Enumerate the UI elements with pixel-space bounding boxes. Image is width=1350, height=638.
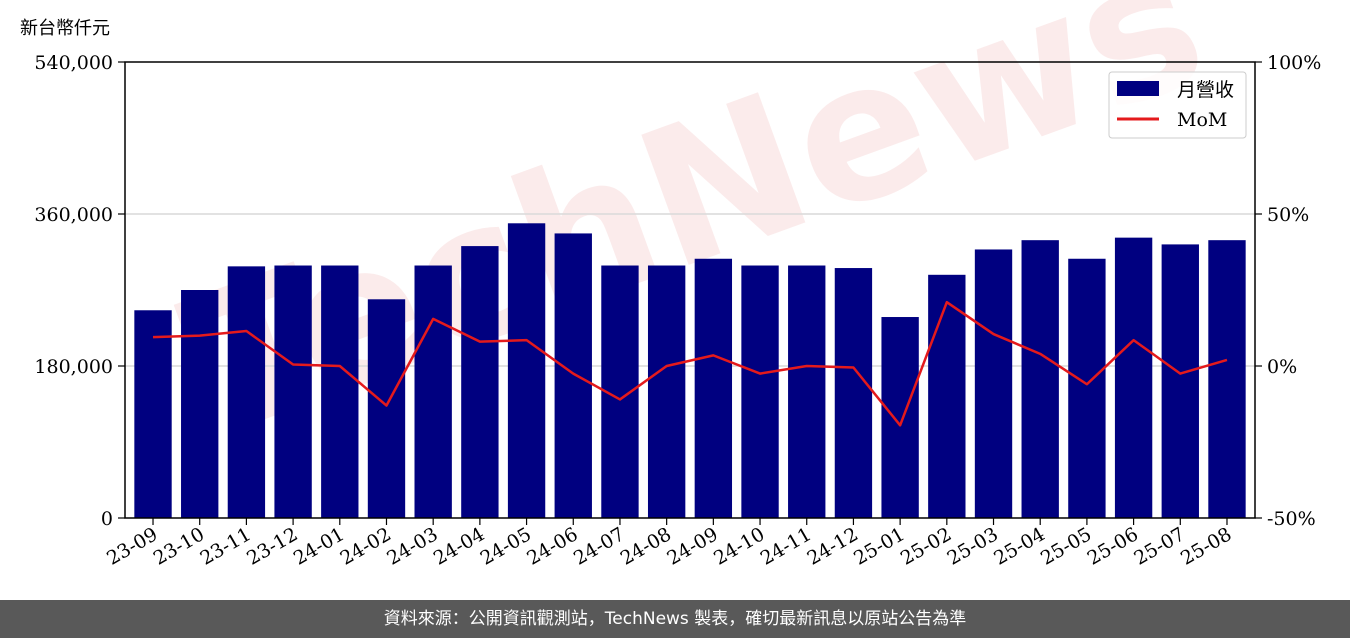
bar-25-06 (1114, 237, 1153, 518)
x-tick-label-25-06: 25-06 (1084, 523, 1142, 569)
y-right-tick-label: -50% (1267, 508, 1316, 530)
x-tick-label-25-07: 25-07 (1130, 523, 1188, 569)
bar-24-05 (507, 223, 546, 519)
y-right-tick-label: 0% (1267, 356, 1297, 378)
x-tick-label-23-11: 23-11 (196, 523, 254, 569)
x-tick-label-24-12: 24-12 (803, 523, 861, 569)
legend: 月營收 MoM (1108, 71, 1247, 139)
bar-23-09 (134, 310, 172, 518)
x-tick-label-25-08: 25-08 (1177, 523, 1235, 569)
x-tick-label-24-08: 24-08 (617, 523, 675, 569)
y-axis-unit-label: 新台幣仟元 (20, 18, 110, 39)
x-tick-label-25-05: 25-05 (1037, 523, 1095, 569)
x-tick-label-24-02: 24-02 (337, 523, 395, 569)
bar-24-06 (554, 233, 592, 518)
bar-24-11 (788, 265, 826, 518)
x-tick-label-23-10: 23-10 (150, 523, 208, 569)
bar-24-02 (367, 299, 406, 518)
x-tick-label-24-07: 24-07 (570, 523, 628, 569)
x-tick-label-23-12: 23-12 (243, 523, 301, 569)
y-left-tick-label: 540,000 (34, 52, 113, 74)
x-tick-label-25-02: 25-02 (897, 523, 955, 569)
bar-25-03 (974, 249, 1013, 518)
bar-25-05 (1068, 258, 1106, 518)
bar-23-12 (274, 265, 312, 518)
y-right-tick-label: 100% (1267, 52, 1321, 74)
legend-swatch-bar (1117, 81, 1159, 96)
bar-24-08 (647, 265, 686, 518)
bar-25-08 (1208, 240, 1246, 518)
y-left-tick-label: 180,000 (34, 356, 113, 378)
bar-25-01 (881, 317, 919, 518)
x-tick-label-24-06: 24-06 (523, 523, 581, 569)
bar-series-monthly-revenue (134, 223, 1246, 519)
x-tick-label-24-04: 24-04 (430, 523, 488, 569)
x-tick-label-24-01: 24-01 (290, 523, 348, 569)
bar-24-03 (414, 265, 452, 518)
mom-line (152, 300, 1228, 427)
x-tick-label-24-10: 24-10 (710, 523, 768, 569)
plot-frame (124, 61, 1256, 519)
bar-25-02 (928, 274, 966, 518)
y-right-tick-label: 50% (1267, 204, 1309, 226)
x-tick-label-23-09: 23-09 (103, 523, 161, 569)
x-tick-label-25-03: 25-03 (944, 523, 1002, 569)
x-tick-label-25-01: 25-01 (850, 523, 908, 569)
x-tick-label-25-04: 25-04 (990, 523, 1048, 569)
bar-25-04 (1021, 240, 1059, 518)
y-left-tick-label: 360,000 (34, 204, 113, 226)
x-tick-label-24-09: 24-09 (663, 523, 721, 569)
bar-24-09 (694, 258, 733, 518)
bar-24-01 (321, 265, 359, 518)
source-footer: 資料來源：公開資訊觀測站，TechNews 製表，確切最新訊息以原站公告為準 (0, 600, 1350, 638)
bar-23-10 (181, 290, 219, 518)
bar-24-10 (741, 265, 779, 518)
legend-label-line: MoM (1177, 109, 1227, 131)
legend-label-bar: 月營收 (1177, 79, 1234, 101)
bar-23-11 (227, 266, 266, 518)
x-tick-label-24-05: 24-05 (477, 523, 535, 569)
bar-25-07 (1161, 244, 1199, 518)
x-tick-label-24-11: 24-11 (757, 523, 815, 569)
revenue-chart: 0 180,000 360,000 540,000 -50% 0% 50% 100% 23-09… (34, 52, 1321, 570)
y-left-tick-label: 0 (101, 508, 113, 530)
bar-24-12 (834, 268, 873, 518)
x-tick-label-24-03: 24-03 (383, 523, 441, 569)
bar-24-04 (461, 246, 499, 519)
line-series-mom (152, 300, 1228, 427)
